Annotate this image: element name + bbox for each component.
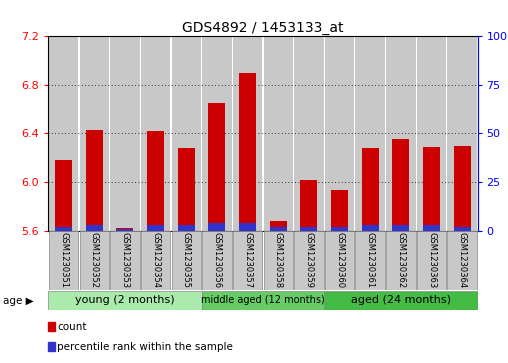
Bar: [362, 225, 378, 231]
Text: GSM1230359: GSM1230359: [304, 232, 313, 288]
Bar: [49, 36, 78, 231]
Text: age ▶: age ▶: [3, 295, 33, 306]
Bar: [264, 36, 293, 231]
Bar: [233, 231, 262, 290]
Bar: [208, 223, 226, 231]
Bar: [233, 36, 262, 231]
Text: GSM1230353: GSM1230353: [120, 232, 130, 289]
Bar: [239, 223, 256, 231]
Text: GSM1230358: GSM1230358: [274, 232, 283, 289]
Bar: [386, 231, 416, 290]
Text: GSM1230355: GSM1230355: [182, 232, 190, 288]
Bar: [141, 36, 170, 231]
Bar: [356, 36, 385, 231]
Bar: [448, 231, 477, 290]
Bar: [393, 225, 409, 231]
Bar: [147, 131, 164, 231]
Text: GSM1230361: GSM1230361: [366, 232, 375, 289]
Bar: [48, 291, 202, 310]
Bar: [202, 291, 324, 310]
Bar: [417, 36, 446, 231]
Bar: [393, 139, 409, 231]
Bar: [202, 231, 232, 290]
Bar: [80, 231, 109, 290]
Bar: [294, 36, 324, 231]
Title: GDS4892 / 1453133_at: GDS4892 / 1453133_at: [182, 21, 343, 35]
Bar: [300, 227, 318, 231]
Bar: [55, 160, 72, 231]
Bar: [423, 225, 440, 231]
Text: young (2 months): young (2 months): [75, 295, 175, 305]
Bar: [178, 225, 195, 231]
Bar: [454, 146, 470, 231]
Bar: [270, 227, 287, 231]
Bar: [86, 130, 103, 231]
Bar: [386, 36, 416, 231]
Bar: [116, 229, 133, 231]
Bar: [454, 227, 470, 231]
Bar: [110, 36, 140, 231]
Bar: [331, 227, 348, 231]
Bar: [86, 225, 103, 231]
Bar: [356, 231, 385, 290]
Bar: [239, 73, 256, 231]
Bar: [49, 231, 78, 290]
Text: count: count: [57, 322, 87, 332]
Bar: [55, 227, 72, 231]
Text: GSM1230363: GSM1230363: [427, 232, 436, 289]
Bar: [80, 36, 109, 231]
Bar: [264, 231, 293, 290]
Bar: [178, 148, 195, 231]
Bar: [331, 191, 348, 231]
Text: GSM1230364: GSM1230364: [458, 232, 467, 289]
Text: percentile rank within the sample: percentile rank within the sample: [57, 342, 233, 352]
Text: GSM1230356: GSM1230356: [212, 232, 221, 289]
Text: GSM1230354: GSM1230354: [151, 232, 160, 288]
Bar: [147, 225, 164, 231]
Bar: [362, 148, 378, 231]
Bar: [423, 147, 440, 231]
Bar: [208, 103, 226, 231]
Bar: [417, 231, 446, 290]
Bar: [294, 231, 324, 290]
Bar: [448, 36, 477, 231]
Bar: [300, 180, 318, 231]
Text: aged (24 months): aged (24 months): [351, 295, 451, 305]
Bar: [325, 36, 354, 231]
Bar: [202, 36, 232, 231]
Bar: [270, 221, 287, 231]
Bar: [324, 291, 478, 310]
Bar: [172, 231, 201, 290]
Text: GSM1230360: GSM1230360: [335, 232, 344, 289]
Bar: [110, 231, 140, 290]
Bar: [116, 228, 133, 231]
Bar: [325, 231, 354, 290]
Text: GSM1230352: GSM1230352: [90, 232, 99, 288]
Text: middle aged (12 months): middle aged (12 months): [201, 295, 325, 305]
Bar: [172, 36, 201, 231]
Bar: [141, 231, 170, 290]
Text: GSM1230351: GSM1230351: [59, 232, 68, 288]
Text: GSM1230362: GSM1230362: [396, 232, 405, 289]
Text: GSM1230357: GSM1230357: [243, 232, 252, 289]
